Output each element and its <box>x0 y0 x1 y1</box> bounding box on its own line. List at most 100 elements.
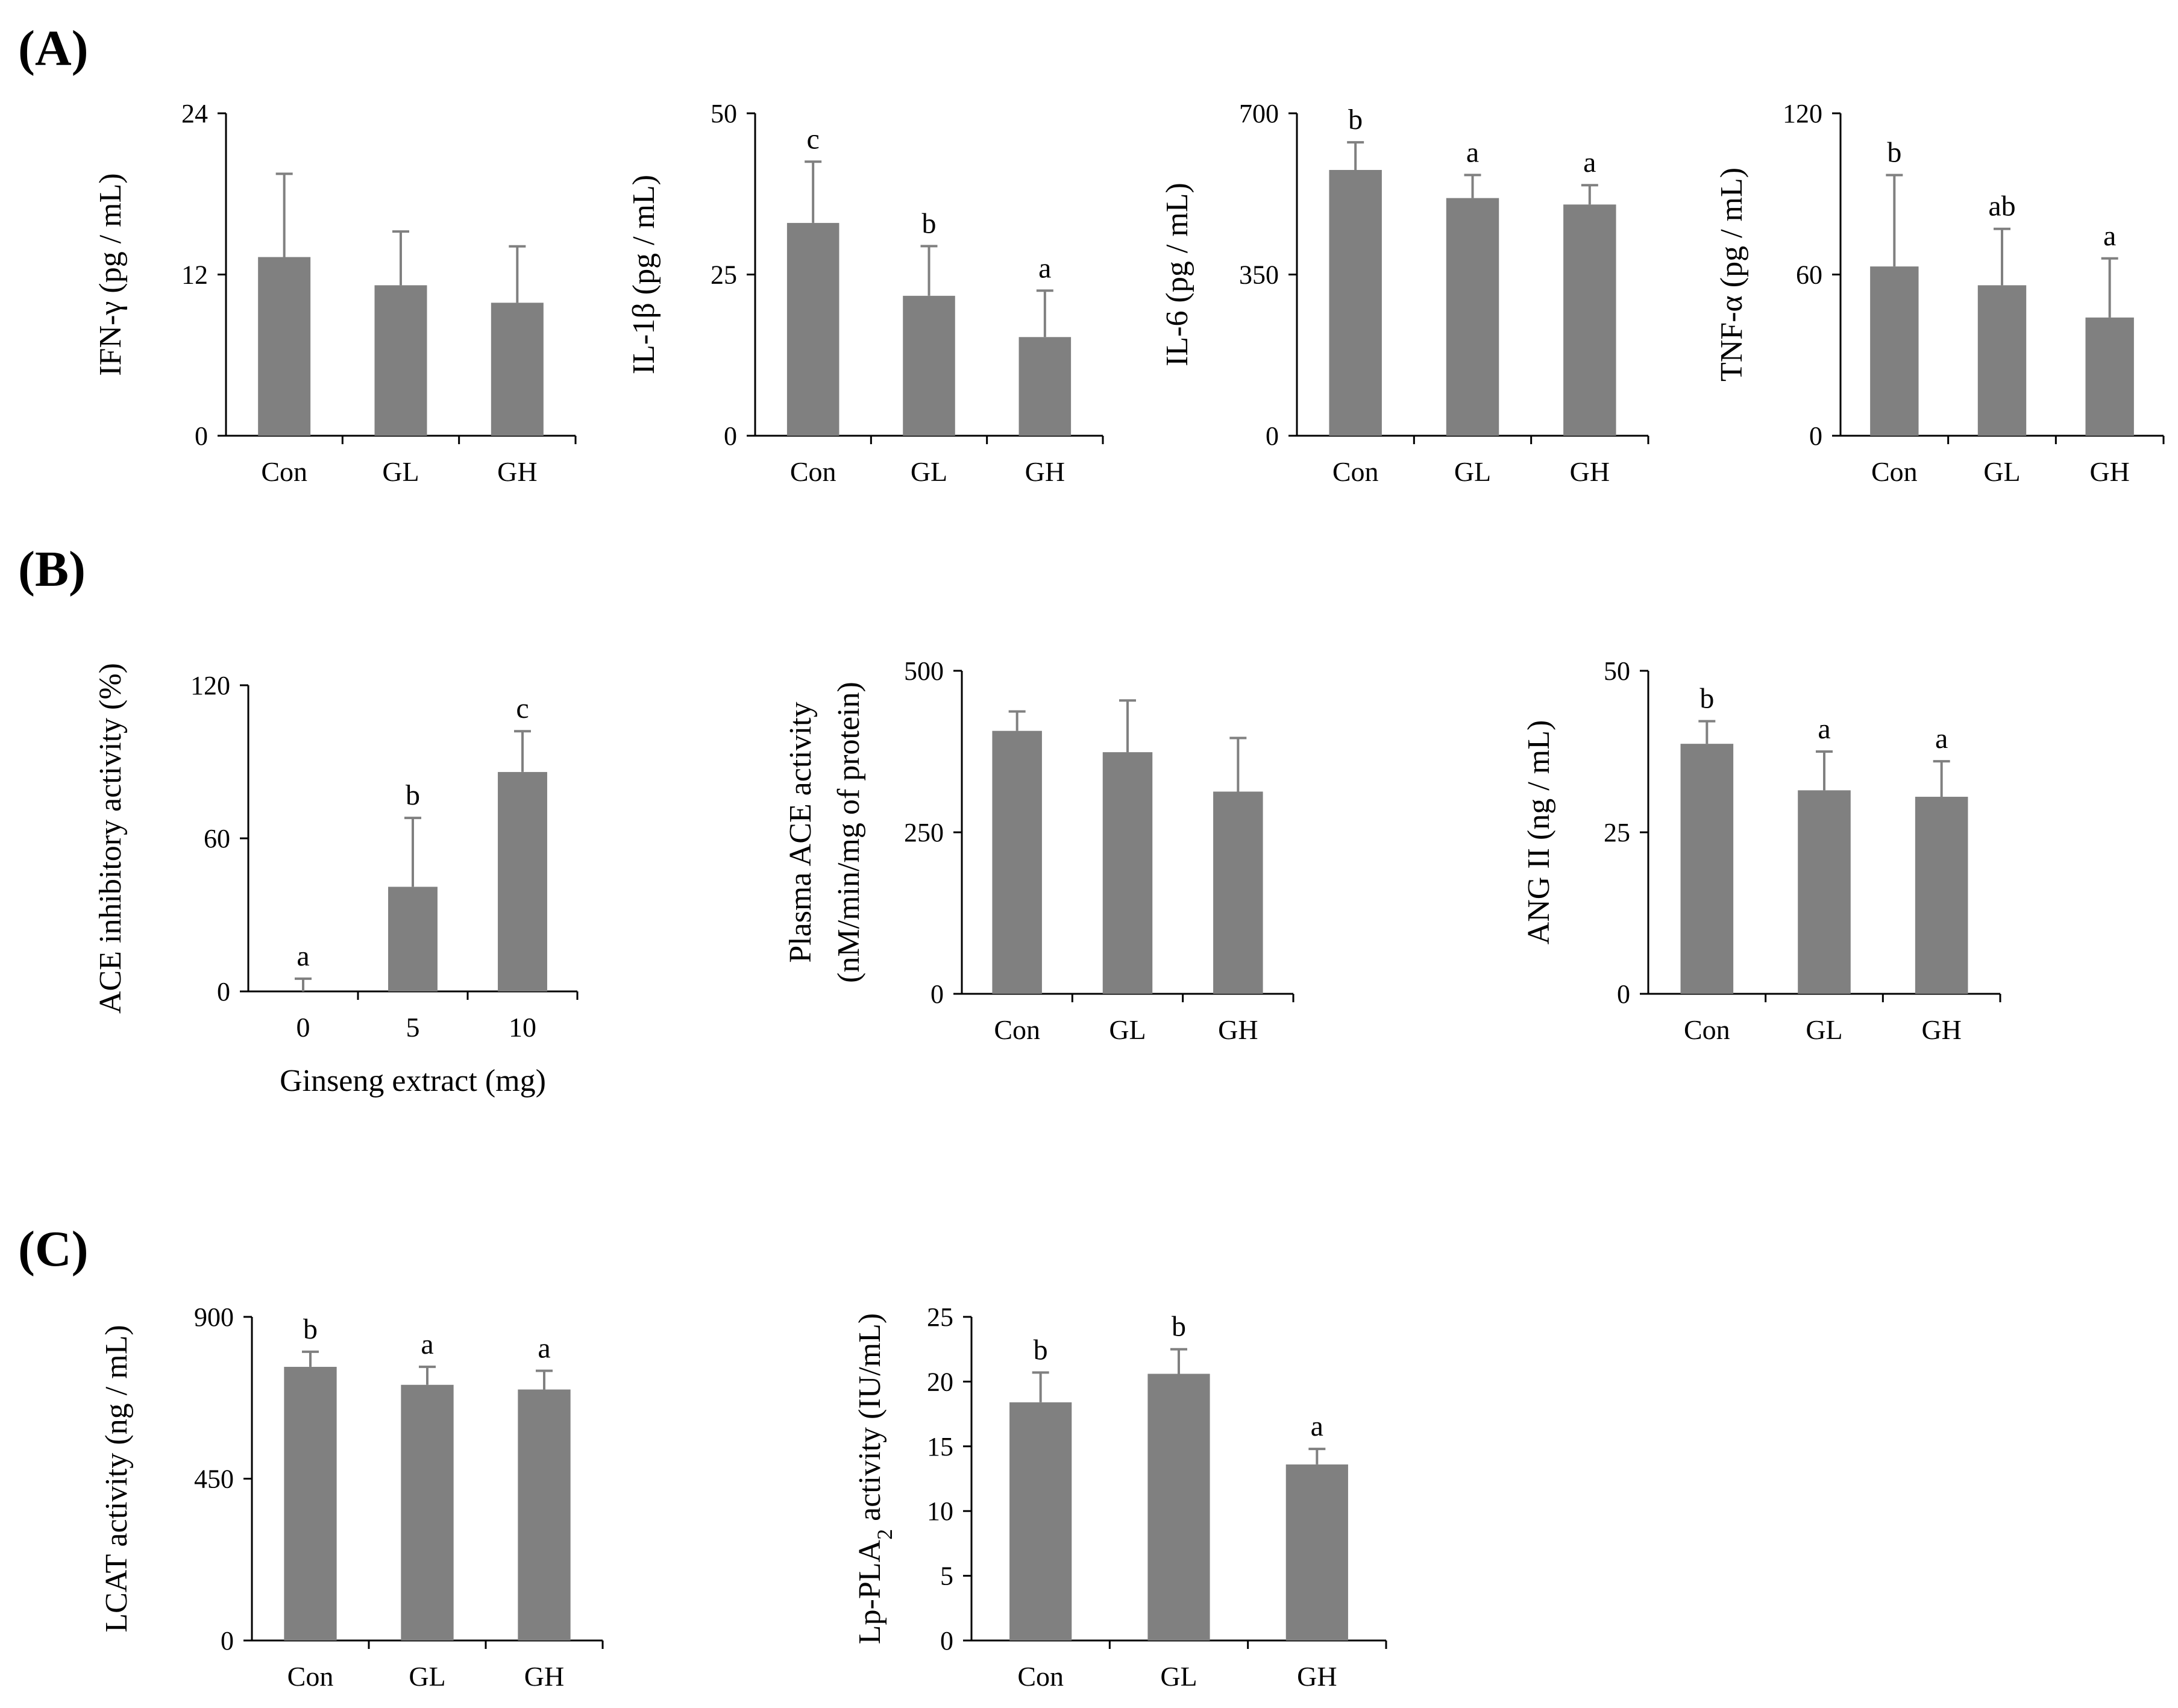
y-axis-label: LCAT activity (ng / mL) <box>99 1325 134 1632</box>
significance-letter: c <box>516 692 529 724</box>
category-label: GL <box>1806 1014 1842 1045</box>
y-tick-label: 0 <box>1617 979 1630 1009</box>
y-tick-label: 700 <box>1239 99 1279 128</box>
y-tick-label: 10 <box>927 1496 953 1526</box>
y-tick-label: 20 <box>927 1367 953 1396</box>
y-tick-label: 0 <box>195 421 208 451</box>
category-label: 10 <box>509 1012 536 1043</box>
y-tick-label: 15 <box>927 1432 953 1462</box>
y-tick-label: 350 <box>1239 260 1279 290</box>
category-label: 0 <box>297 1012 310 1043</box>
category-label: Con <box>287 1661 334 1692</box>
bar <box>1915 797 1968 994</box>
category-label: GL <box>409 1661 445 1692</box>
bar <box>518 1389 571 1640</box>
y-tick-label: 0 <box>1266 421 1279 451</box>
significance-letter: b <box>922 207 937 239</box>
category-label: GL <box>1109 1014 1146 1045</box>
y-tick-label: 25 <box>711 260 737 290</box>
y-tick-label: 0 <box>724 421 737 451</box>
significance-letter: a <box>1935 723 1948 755</box>
y-tick-label: 50 <box>1604 656 1630 686</box>
bar <box>786 222 840 436</box>
category-label: GH <box>1570 456 1610 487</box>
category-label: Con <box>994 1014 1040 1045</box>
bar <box>2085 317 2134 436</box>
category-label: 5 <box>406 1012 420 1043</box>
y-tick-label: 50 <box>711 99 737 128</box>
y-tick-label: 0 <box>931 979 944 1009</box>
significance-letter: a <box>1818 713 1830 745</box>
chart-5: 0 60 120 a 0 b 5 c 10 ACE inhibitory activity (%)… <box>93 663 579 1098</box>
significance-letter: b <box>1887 137 1901 169</box>
y-tick-label: 900 <box>194 1302 234 1332</box>
category-label: GL <box>1160 1661 1197 1692</box>
panel-label-b: (B) <box>18 541 86 597</box>
chart-8: 0 450 900 b Con a GL a GH LCAT activity (ng / mL) <box>99 1302 604 1692</box>
bar <box>1285 1464 1348 1640</box>
significance-letter: a <box>538 1333 550 1364</box>
significance-letter: b <box>1034 1334 1048 1366</box>
y-axis-label: ANG II (ng / mL) <box>1522 720 1556 945</box>
bar <box>1680 744 1734 994</box>
category-label: GL <box>1983 456 2020 487</box>
category-label: Con <box>1684 1014 1730 1045</box>
chart-1: 0 12 24 Con GL GH IFN-γ (pg / mL) <box>93 99 577 487</box>
y-tick-label: 24 <box>181 99 208 128</box>
bar <box>992 730 1042 994</box>
chart-9: 0 5 10 15 20 25 b Con b GL a GH Lp-PLA2 activity (IU… <box>853 1302 1387 1692</box>
significance-letter: a <box>421 1328 433 1360</box>
chart-2: 0 25 50 c Con b GL a GH IL-1β (pg / mL) <box>627 99 1104 487</box>
y-axis-label: Plasma ACE activity <box>783 702 818 962</box>
category-label: GH <box>1218 1014 1258 1045</box>
significance-letter: a <box>297 940 309 972</box>
bar <box>498 771 547 991</box>
significance-letter: b <box>1348 104 1363 136</box>
bar <box>1977 285 2027 436</box>
significance-letter: b <box>1172 1311 1186 1343</box>
y-tick-label: 0 <box>221 1626 234 1656</box>
y-tick-label: 0 <box>217 977 230 1006</box>
bar <box>1446 198 1499 436</box>
y-axis-label: ACE inhibitory activity (%) <box>93 663 128 1014</box>
bar <box>1102 752 1153 994</box>
significance-letter: b <box>406 779 420 811</box>
y-tick-label: 5 <box>940 1562 953 1591</box>
y-axis-label: TNF-α (pg / mL) <box>1715 168 1749 381</box>
category-label: GL <box>1454 456 1491 487</box>
y-tick-label: 60 <box>204 824 230 853</box>
significance-letter: a <box>1311 1410 1323 1442</box>
y-tick-label: 12 <box>181 260 208 290</box>
y-tick-label: 0 <box>1809 421 1822 451</box>
bar <box>1213 791 1263 994</box>
category-label: GL <box>911 456 947 487</box>
y-tick-label: 450 <box>194 1465 234 1494</box>
y-axis-label: IFN-γ (pg / mL) <box>93 173 128 375</box>
y-tick-label: 25 <box>927 1302 953 1332</box>
category-label: Con <box>1332 456 1379 487</box>
bar <box>1018 337 1072 436</box>
significance-letter: c <box>807 123 820 155</box>
category-label: GH <box>1025 456 1065 487</box>
category-label: Con <box>1871 456 1918 487</box>
bar <box>1147 1374 1210 1640</box>
y-tick-label: 60 <box>1796 260 1822 290</box>
y-tick-label: 0 <box>940 1626 953 1656</box>
bar <box>1798 790 1851 994</box>
bar <box>1329 170 1382 436</box>
y-tick-label: 500 <box>904 656 944 686</box>
bar <box>374 285 427 436</box>
significance-letter: a <box>1466 136 1479 168</box>
bar <box>1870 266 1919 436</box>
category-label: GH <box>1921 1014 1961 1045</box>
significance-letter: a <box>1038 252 1051 284</box>
significance-letter: a <box>1583 146 1596 178</box>
category-label: GL <box>382 456 419 487</box>
significance-letter: b <box>1699 683 1714 715</box>
chart-6: 0 250 500 Con GL GH Plasma ACE activity (nM/min… <box>783 656 1295 1045</box>
y-tick-label: 120 <box>1783 99 1822 128</box>
y-tick-label: 120 <box>190 671 230 700</box>
bar <box>388 887 438 991</box>
panel-label-a: (A) <box>18 20 89 77</box>
